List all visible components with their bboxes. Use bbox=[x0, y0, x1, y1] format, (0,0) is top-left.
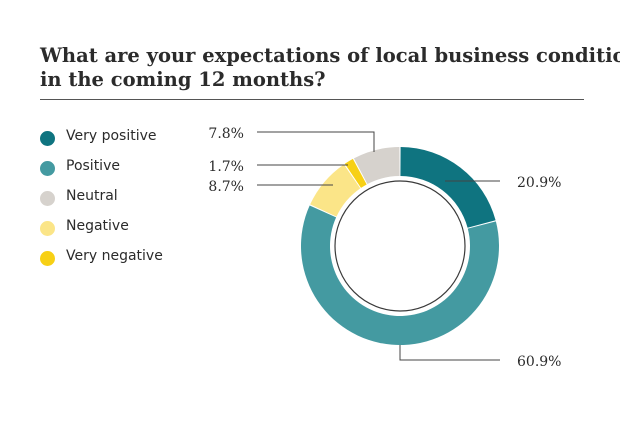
legend-label-very-positive: Very positive bbox=[66, 128, 157, 144]
slice-negative bbox=[310, 164, 361, 217]
value-label-positive: 60.9% bbox=[517, 354, 561, 370]
chart-title-line-2: in the coming 12 months? bbox=[40, 68, 326, 91]
title-divider bbox=[40, 99, 584, 100]
legend-swatch-negative bbox=[40, 221, 55, 236]
leader-line-positive bbox=[399, 345, 500, 361]
legend-swatch-positive bbox=[40, 161, 55, 176]
slice-neutral bbox=[353, 147, 400, 185]
slice-very-positive bbox=[400, 147, 496, 228]
chart-title: What are your expectations of local busi… bbox=[40, 44, 620, 92]
chart-title-line-1: What are your expectations of local busi… bbox=[40, 44, 620, 67]
slice-very-negative bbox=[344, 158, 367, 188]
value-label-neutral: 7.8% bbox=[208, 126, 244, 142]
value-label-negative: 8.7% bbox=[208, 179, 244, 195]
value-label-very-positive: 20.9% bbox=[517, 175, 561, 191]
legend-label-very-negative: Very negative bbox=[66, 248, 163, 264]
legend-label-neutral: Neutral bbox=[66, 188, 118, 204]
legend-swatch-very-positive bbox=[40, 131, 55, 146]
legend-swatch-very-negative bbox=[40, 251, 55, 266]
legend-swatch-neutral bbox=[40, 191, 55, 206]
slice-positive bbox=[301, 205, 499, 345]
legend-label-positive: Positive bbox=[66, 158, 120, 174]
legend-label-negative: Negative bbox=[66, 218, 129, 234]
donut-inner-ring bbox=[334, 180, 466, 312]
value-label-very-negative: 1.7% bbox=[208, 159, 244, 175]
leader-line-neutral bbox=[257, 131, 375, 152]
